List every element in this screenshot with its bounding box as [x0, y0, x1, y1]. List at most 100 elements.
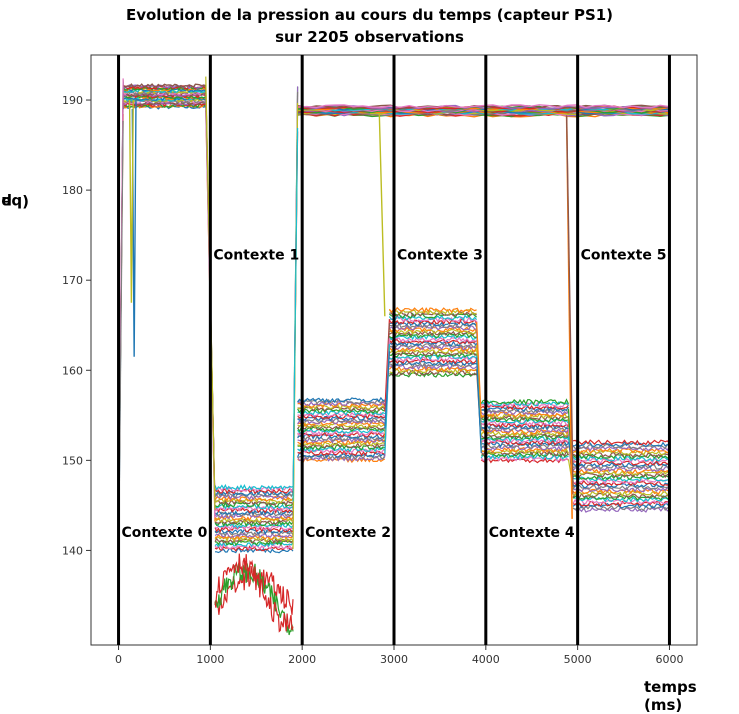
low-band-trace [480, 444, 569, 452]
high-band-trace [122, 88, 207, 94]
low-band-trace [297, 418, 386, 425]
low-band-trace [388, 308, 477, 316]
low-band-trace [480, 423, 569, 431]
outlier-trace [214, 553, 294, 633]
low-band-trace [480, 400, 569, 407]
spike-trace [370, 112, 386, 317]
low-band-trace [297, 445, 385, 453]
y-tick-label: 160 [62, 364, 83, 377]
low-band-trace [297, 451, 386, 459]
low-band-trace [388, 306, 477, 314]
low-band-trace [572, 455, 670, 462]
spike-trace [565, 115, 574, 488]
low-band-trace [389, 369, 478, 377]
low-band-trace [480, 409, 569, 416]
low-band-trace [297, 417, 386, 424]
low-band-trace [572, 498, 670, 505]
low-band-trace [572, 478, 670, 485]
low-band-trace [215, 547, 294, 554]
low-band-trace [388, 314, 478, 322]
low-band-trace [297, 407, 386, 415]
low-band-trace [572, 502, 670, 509]
transition-trace [292, 127, 299, 502]
y-tick-label: 180 [62, 184, 83, 197]
low-band-trace [297, 436, 385, 444]
low-band-trace [572, 471, 670, 479]
low-band-trace [297, 396, 386, 404]
low-band-trace [480, 430, 570, 438]
low-band-trace [481, 451, 569, 459]
low-band-trace [214, 512, 294, 520]
low-band-trace [214, 535, 294, 543]
high-band-trace [122, 91, 206, 97]
low-band-trace [389, 320, 477, 327]
chart-subtitle: sur 2205 observations [275, 28, 464, 46]
low-band-trace [572, 443, 670, 450]
low-band-trace [297, 425, 386, 433]
low-band-trace [389, 363, 477, 371]
low-band-trace [480, 457, 569, 464]
high-band-trace [122, 83, 206, 89]
chart-title: Evolution de la pression au cours du tem… [125, 6, 614, 24]
x-tick-label: 4000 [472, 653, 500, 666]
low-band-trace [572, 457, 670, 464]
low-band-trace [297, 449, 386, 457]
low-band-trace [214, 509, 294, 516]
low-band-trace [389, 321, 478, 329]
low-band-trace [214, 543, 294, 550]
y-tick-label: 170 [62, 274, 83, 287]
low-band-trace [480, 425, 569, 432]
low-band-trace [214, 497, 294, 504]
low-band-trace [388, 371, 477, 378]
low-band-trace [572, 500, 670, 508]
low-band-trace [297, 438, 385, 445]
low-band-trace [214, 537, 294, 545]
low-band-trace [214, 483, 294, 491]
y-tick-label: 140 [62, 544, 83, 557]
context-label: Contexte 3 [397, 247, 483, 263]
low-band-trace [480, 414, 569, 422]
low-band-trace [389, 328, 478, 335]
x-tick-label: 6000 [655, 653, 683, 666]
context-label: Contexte 4 [489, 525, 575, 541]
context-label: Contexte 2 [305, 525, 391, 541]
x-tick-label: 3000 [380, 653, 408, 666]
low-band-trace [572, 464, 670, 470]
low-band-trace [214, 528, 294, 536]
x-tick-label: 0 [115, 653, 122, 666]
low-band-trace [388, 334, 477, 341]
low-band-trace [481, 433, 569, 441]
high-band-trace [297, 104, 670, 109]
low-band-trace [572, 447, 670, 454]
low-band-trace [297, 424, 386, 431]
low-band-trace [214, 531, 294, 539]
low-band-trace [572, 465, 671, 473]
transition-trace [476, 357, 482, 453]
transition-trace [476, 322, 482, 418]
low-band-trace [389, 330, 477, 337]
low-band-trace [297, 400, 386, 407]
x-tick-label: 2000 [288, 653, 316, 666]
low-band-trace [480, 421, 569, 429]
context-label: Contexte 5 [581, 247, 667, 263]
low-band-trace [481, 410, 569, 418]
high-band-trace [122, 100, 206, 106]
low-band-trace [297, 420, 386, 427]
low-band-trace [572, 451, 670, 458]
low-band-trace [388, 338, 477, 345]
low-band-trace [297, 440, 386, 448]
low-band-trace [572, 496, 670, 503]
low-band-trace [389, 347, 477, 355]
low-band-trace [297, 433, 385, 440]
low-band-trace [389, 312, 478, 320]
context-label: Contexte 0 [122, 525, 208, 541]
low-band-trace [389, 359, 477, 367]
low-band-trace [214, 526, 294, 533]
low-band-trace [481, 405, 570, 412]
y-tick-label: 190 [62, 94, 83, 107]
low-band-trace [389, 342, 478, 349]
y-tick-label: 150 [62, 454, 83, 467]
outlier-trace [214, 560, 294, 636]
low-band-trace [572, 473, 670, 481]
